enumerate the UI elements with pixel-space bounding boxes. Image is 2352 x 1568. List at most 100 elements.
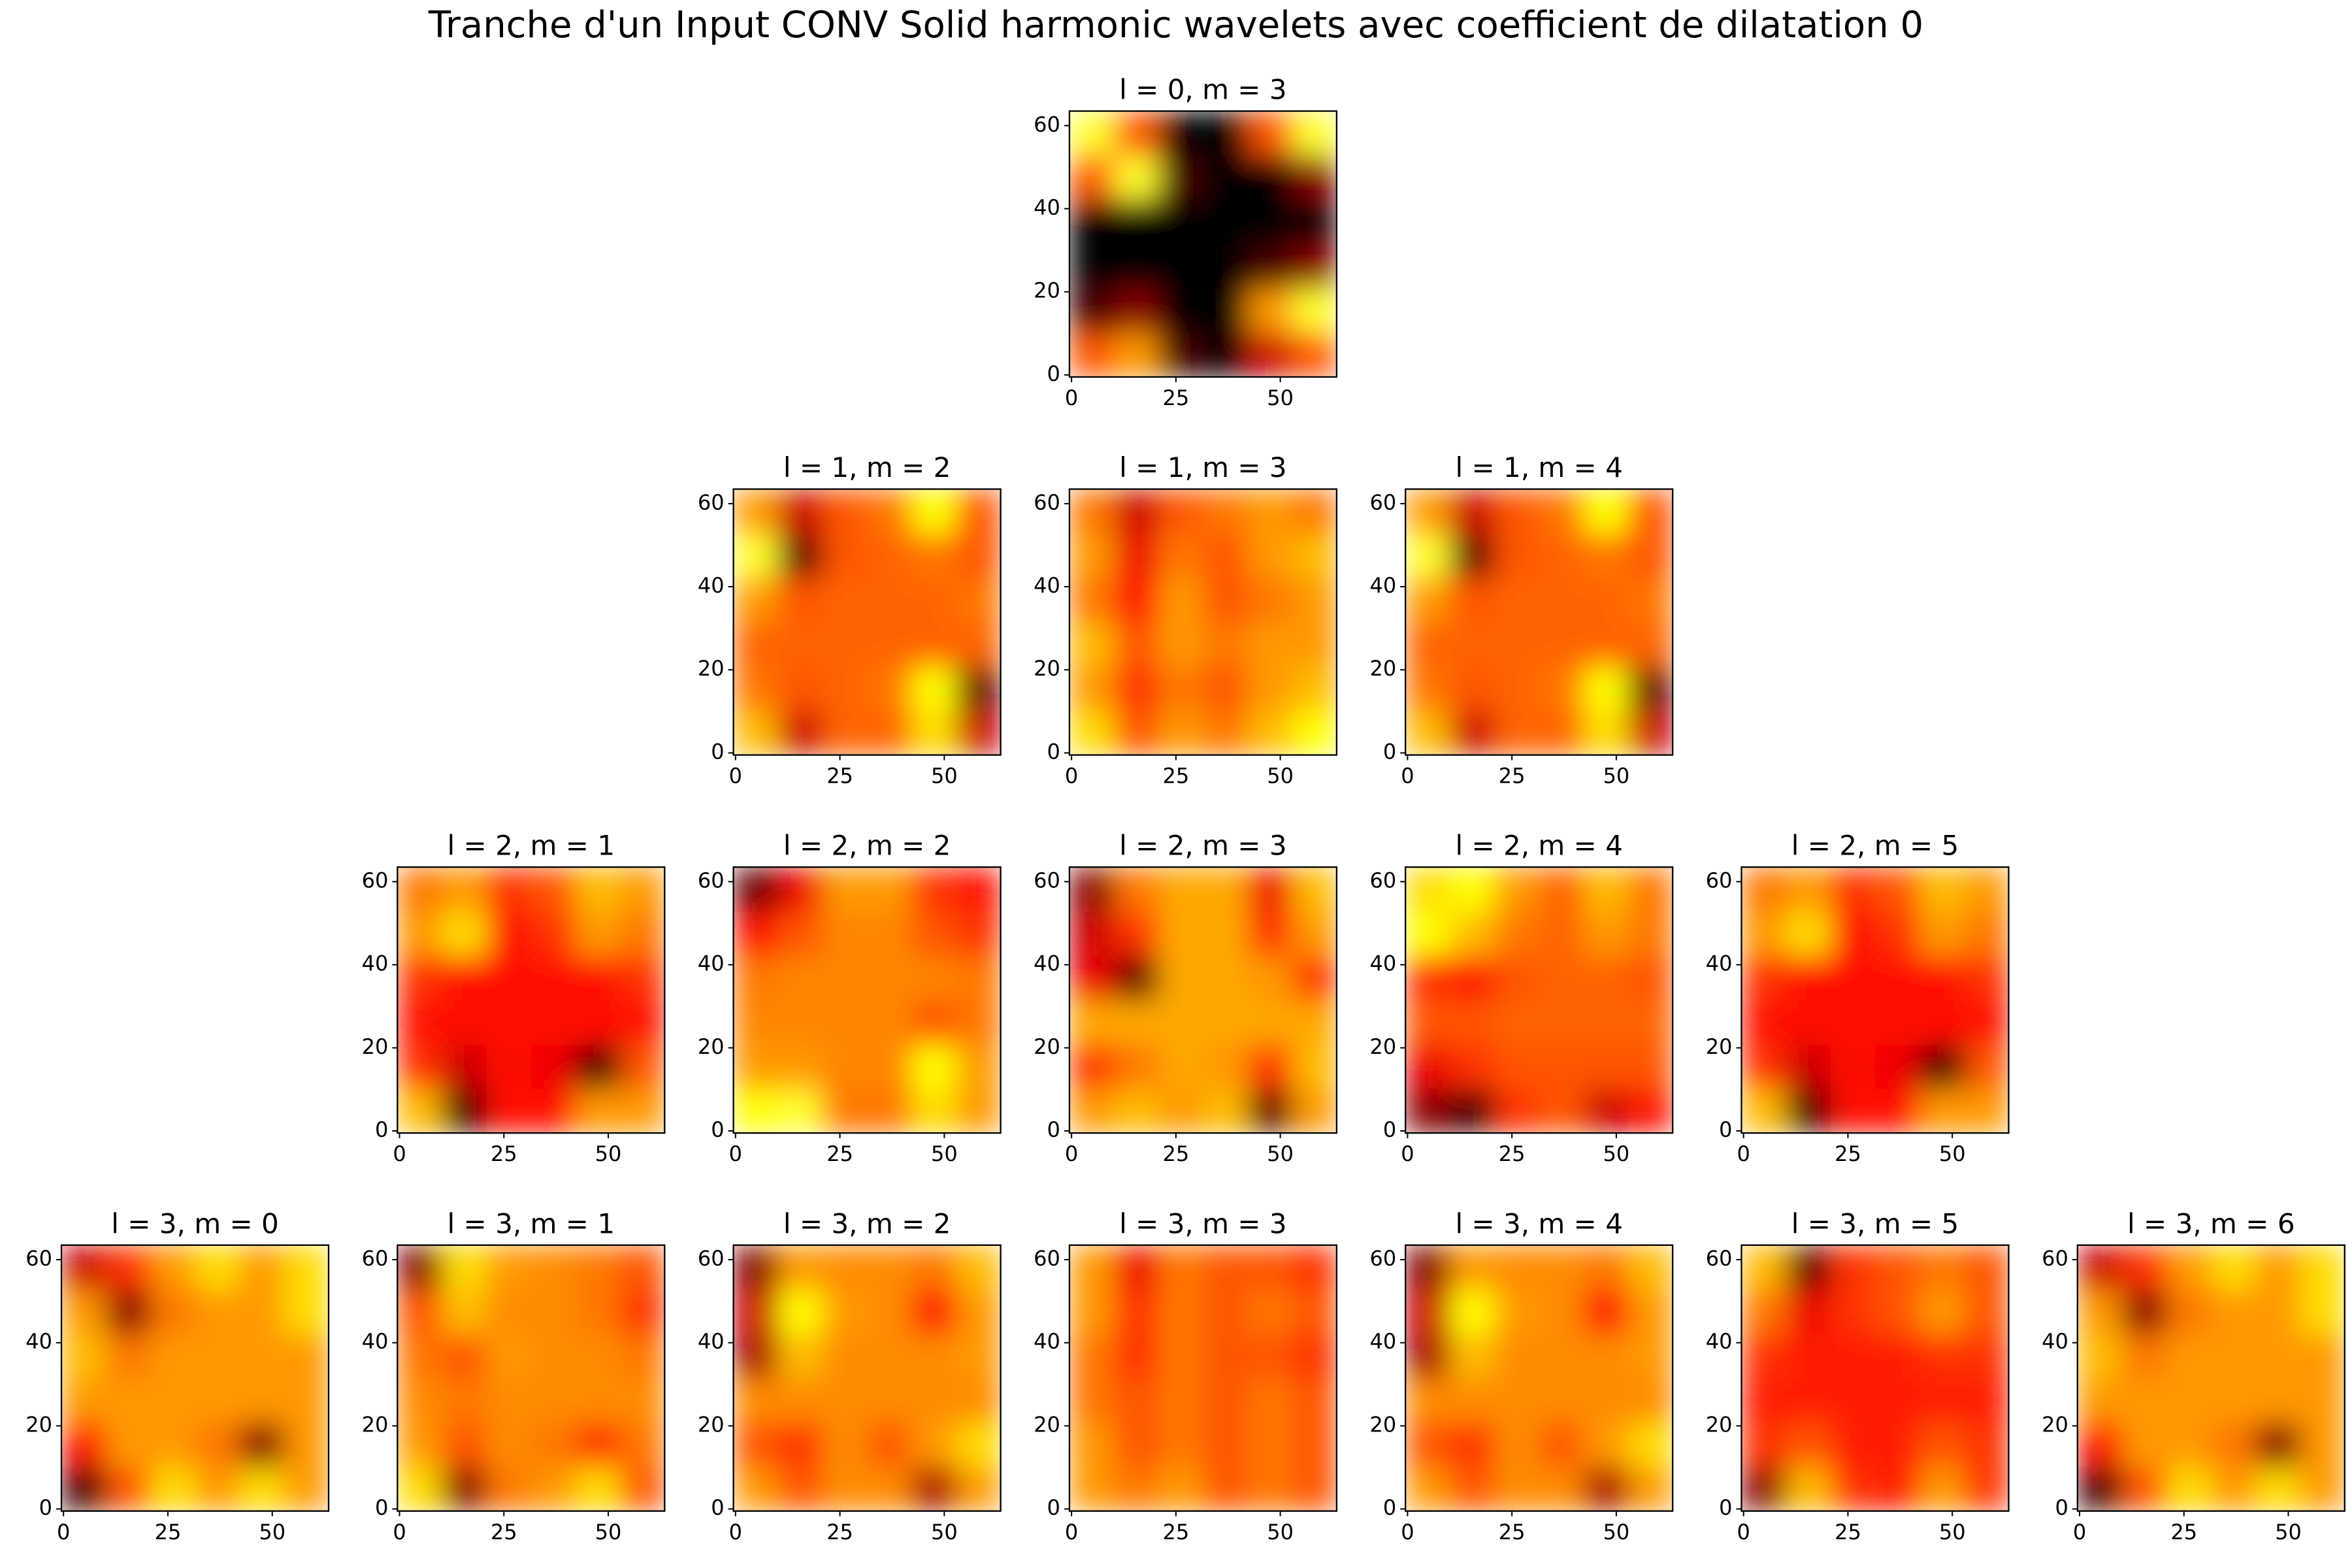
y-tick-label: 60 xyxy=(1034,1246,1060,1271)
heat-cell xyxy=(1158,111,1203,156)
heat-cell xyxy=(2211,1289,2256,1334)
y-tick-label: 40 xyxy=(1034,195,1060,220)
heat-cell xyxy=(486,1044,532,1089)
y-tick-label: 60 xyxy=(1706,1246,1733,1271)
x-tick-label: 0 xyxy=(2073,1520,2086,1544)
heat-cell xyxy=(2077,1333,2123,1379)
heat-cell xyxy=(442,1000,487,1045)
heat-cell xyxy=(1292,1333,1337,1379)
axes-frame xyxy=(60,1244,330,1512)
heat-cell xyxy=(2211,1245,2256,1290)
heat-cell xyxy=(1583,1000,1629,1045)
heat-cell xyxy=(1583,1289,1629,1334)
panel-title: l = 2, m = 3 xyxy=(1119,830,1287,862)
heat-cell xyxy=(1069,1245,1115,1290)
heat-cell xyxy=(911,911,956,956)
x-tick-label: 25 xyxy=(2170,1520,2197,1544)
panel: 0 25 50 0 20 40 60 l = 3, m = 6 xyxy=(2042,1207,2345,1544)
heat-cell xyxy=(195,1245,240,1290)
heat-cell xyxy=(777,1466,823,1511)
axes-frame xyxy=(1068,866,1338,1134)
heat-cell xyxy=(1247,1378,1293,1423)
y-tick-label: 20 xyxy=(25,1412,52,1437)
panel-title: l = 3, m = 4 xyxy=(1455,1207,1623,1239)
heat-cell xyxy=(1069,1289,1115,1334)
heat-cell xyxy=(239,1289,285,1334)
y-tick-label: 40 xyxy=(362,1329,389,1354)
heat-cell xyxy=(1247,489,1293,534)
x-tick-label: 50 xyxy=(1267,1520,1294,1544)
heat-cell xyxy=(239,1333,285,1379)
panel: 0 25 50 0 20 40 60 l = 3, m = 3 xyxy=(1034,1207,1338,1544)
x-tick-label: 0 xyxy=(1737,1520,1750,1544)
axes-frame xyxy=(1740,866,2010,1134)
heat-cell xyxy=(867,1422,912,1467)
heat-cell xyxy=(575,1000,621,1045)
heat-cell xyxy=(2077,1289,2123,1334)
heat-cell xyxy=(1494,911,1540,956)
heat-cell xyxy=(822,489,868,534)
heat-cell xyxy=(777,911,823,956)
panel: 0 25 50 0 20 40 60 l = 1, m = 2 xyxy=(698,451,1002,789)
heat-cell xyxy=(620,1378,665,1423)
panel-title: l = 3, m = 1 xyxy=(448,1207,615,1239)
heat-cell xyxy=(1494,1289,1540,1334)
heat-cell xyxy=(150,1333,195,1379)
x-tick-label: 0 xyxy=(1065,1520,1078,1544)
heat-cell xyxy=(575,1088,621,1134)
heat-cell xyxy=(1875,955,1920,1001)
heat-cell xyxy=(1292,1000,1337,1045)
heat-cell xyxy=(956,1088,1001,1134)
heat-cell xyxy=(822,1422,868,1467)
heat-cell xyxy=(1405,489,1450,534)
heat-cell xyxy=(239,1466,285,1511)
heat-cell xyxy=(867,955,912,1001)
heat-cell xyxy=(1494,622,1540,667)
heat-cell xyxy=(1114,1245,1159,1290)
y-tick-label: 60 xyxy=(698,868,725,892)
heat-cell xyxy=(2121,1289,2167,1334)
heat-cell xyxy=(1583,911,1629,956)
heat-cell xyxy=(531,1422,576,1467)
heat-cell xyxy=(956,1378,1001,1423)
heat-cell xyxy=(1203,666,1249,711)
heat-cell xyxy=(2300,1466,2345,1511)
heat-cell xyxy=(442,1378,487,1423)
heat-cell xyxy=(1247,1333,1293,1379)
heat-cell xyxy=(956,578,1001,623)
heat-cell xyxy=(442,911,487,956)
y-tick-label: 0 xyxy=(1047,1495,1060,1520)
heat-cell xyxy=(1405,533,1450,578)
heat-cell xyxy=(397,1044,442,1089)
heat-cell xyxy=(777,666,823,711)
heat-cell xyxy=(1741,867,1787,912)
heat-cell xyxy=(822,1000,868,1045)
heat-cell xyxy=(1247,622,1293,667)
heat-cell xyxy=(2255,1422,2301,1467)
heat-cell xyxy=(1069,1378,1115,1423)
x-tick-label: 50 xyxy=(1939,1141,1966,1166)
heat-cell xyxy=(956,1466,1001,1511)
x-tick-label: 25 xyxy=(491,1520,517,1544)
x-tick-label: 50 xyxy=(1603,1520,1630,1544)
x-tick-label: 25 xyxy=(826,1520,853,1544)
heat-cell xyxy=(1292,244,1337,289)
heat-cell xyxy=(822,1378,868,1423)
heat-cell xyxy=(531,911,576,956)
heat-cell xyxy=(1247,955,1293,1001)
heat-cell xyxy=(1830,867,1876,912)
heat-cell xyxy=(956,911,1001,956)
y-tick-label: 40 xyxy=(1034,951,1060,976)
heat-cell xyxy=(1450,1044,1495,1089)
heat-cell xyxy=(106,1245,151,1290)
heat-cell xyxy=(575,1044,621,1089)
heat-cell xyxy=(1450,867,1495,912)
heat-cell xyxy=(195,1466,240,1511)
heat-cell xyxy=(1203,710,1249,755)
x-tick-label: 50 xyxy=(259,1520,286,1544)
heat-cell xyxy=(486,1378,532,1423)
heat-cell xyxy=(150,1378,195,1423)
panel-title: l = 0, m = 3 xyxy=(1119,74,1287,106)
image xyxy=(1405,489,1673,755)
y-tick-label: 60 xyxy=(2042,1246,2068,1271)
